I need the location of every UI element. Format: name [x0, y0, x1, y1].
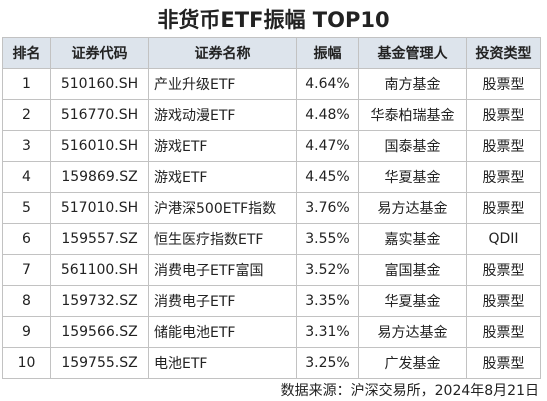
table-cell: 159755.SZ [50, 347, 149, 379]
table-cell: 10 [2, 347, 51, 379]
table-cell: 3.76% [296, 192, 359, 224]
table-cell: 股票型 [466, 130, 541, 162]
table-cell: QDII [466, 223, 541, 255]
table-row: 2 516770.SH 游戏动漫ETF 4.48% 华泰柏瑞基金 股票型 [2, 99, 541, 131]
table-cell: 516010.SH [50, 130, 149, 162]
table-cell: 159869.SZ [50, 161, 149, 193]
table-cell: 3.55% [296, 223, 359, 255]
header-row: 排名 证券代码 证券名称 振幅 基金管理人 投资类型 [2, 37, 541, 69]
table-cell: 华泰柏瑞基金 [358, 99, 467, 131]
table-cell: 嘉实基金 [358, 223, 467, 255]
title: 非货币ETF振幅 TOP10 [157, 8, 390, 32]
table-cell: 4 [2, 161, 51, 193]
table-cell: 华夏基金 [358, 285, 467, 317]
table-row: 7 561100.SH 消费电子ETF富国 3.52% 富国基金 股票型 [2, 254, 541, 286]
header-cell: 证券代码 [50, 37, 149, 69]
header-cell: 投资类型 [466, 37, 541, 69]
table-cell: 股票型 [466, 316, 541, 348]
table-row: 3 516010.SH 游戏ETF 4.47% 国泰基金 股票型 [2, 130, 541, 162]
table-cell: 产业升级ETF [148, 68, 297, 100]
table: 排名 证券代码 证券名称 振幅 基金管理人 投资类型 1 510160.SH 产业升级ETF 4… [2, 37, 541, 379]
source-note: 数据来源：沪深交易所，2024年8月21日 [280, 383, 539, 399]
table-cell: 股票型 [466, 285, 541, 317]
table-cell: 3.25% [296, 347, 359, 379]
table-body: 1 510160.SH 产业升级ETF 4.64% 南方基金 股票型 2 516770.SH 游… [2, 68, 541, 379]
table-cell: 国泰基金 [358, 130, 467, 162]
table-cell: 消费电子ETF [148, 285, 297, 317]
table-cell: 2 [2, 99, 51, 131]
table-cell: 电池ETF [148, 347, 297, 379]
table-cell: 516770.SH [50, 99, 149, 131]
table-cell: 沪港深500ETF指数 [148, 192, 297, 224]
table-row: 5 517010.SH 沪港深500ETF指数 3.76% 易方达基金 股票型 [2, 192, 541, 224]
table-row: 10 159755.SZ 电池ETF 3.25% 广发基金 股票型 [2, 347, 541, 379]
header-cell: 基金管理人 [358, 37, 467, 69]
table-cell: 1 [2, 68, 51, 100]
table-cell: 3.52% [296, 254, 359, 286]
table-cell: 5 [2, 192, 51, 224]
table-cell: 游戏动漫ETF [148, 99, 297, 131]
table-cell: 储能电池ETF [148, 316, 297, 348]
table-row: 4 159869.SZ 游戏ETF 4.45% 华夏基金 股票型 [2, 161, 541, 193]
table-cell: 股票型 [466, 99, 541, 131]
table-row: 8 159732.SZ 消费电子ETF 3.35% 华夏基金 股票型 [2, 285, 541, 317]
table-cell: 159566.SZ [50, 316, 149, 348]
table-cell: 富国基金 [358, 254, 467, 286]
header-cell: 排名 [2, 37, 51, 69]
table-cell: 561100.SH [50, 254, 149, 286]
table-cell: 消费电子ETF富国 [148, 254, 297, 286]
table-cell: 广发基金 [358, 347, 467, 379]
table-cell: 股票型 [466, 68, 541, 100]
table-row: 9 159566.SZ 储能电池ETF 3.31% 易方达基金 股票型 [2, 316, 541, 348]
table-cell: 易方达基金 [358, 192, 467, 224]
table-cell: 4.64% [296, 68, 359, 100]
table-cell: 恒生医疗指数ETF [148, 223, 297, 255]
header-cell: 振幅 [296, 37, 359, 69]
table-row: 6 159557.SZ 恒生医疗指数ETF 3.55% 嘉实基金 QDII [2, 223, 541, 255]
table-cell: 股票型 [466, 254, 541, 286]
table-cell: 4.45% [296, 161, 359, 193]
table-cell: 7 [2, 254, 51, 286]
table-cell: 3.31% [296, 316, 359, 348]
table-cell: 股票型 [466, 347, 541, 379]
table-row: 1 510160.SH 产业升级ETF 4.64% 南方基金 股票型 [2, 68, 541, 100]
table-cell: 159732.SZ [50, 285, 149, 317]
table-cell: 517010.SH [50, 192, 149, 224]
table-cell: 510160.SH [50, 68, 149, 100]
table-cell: 3.35% [296, 285, 359, 317]
table-cell: 南方基金 [358, 68, 467, 100]
table-cell: 游戏ETF [148, 161, 297, 193]
table-cell: 3 [2, 130, 51, 162]
table-cell: 4.48% [296, 99, 359, 131]
table-cell: 6 [2, 223, 51, 255]
table-cell: 华夏基金 [358, 161, 467, 193]
table-cell: 股票型 [466, 161, 541, 193]
table-cell: 易方达基金 [358, 316, 467, 348]
table-cell: 游戏ETF [148, 130, 297, 162]
table-cell: 4.47% [296, 130, 359, 162]
header-cell: 证券名称 [148, 37, 297, 69]
table-cell: 股票型 [466, 192, 541, 224]
table-cell: 8 [2, 285, 51, 317]
table-cell: 9 [2, 316, 51, 348]
table-cell: 159557.SZ [50, 223, 149, 255]
